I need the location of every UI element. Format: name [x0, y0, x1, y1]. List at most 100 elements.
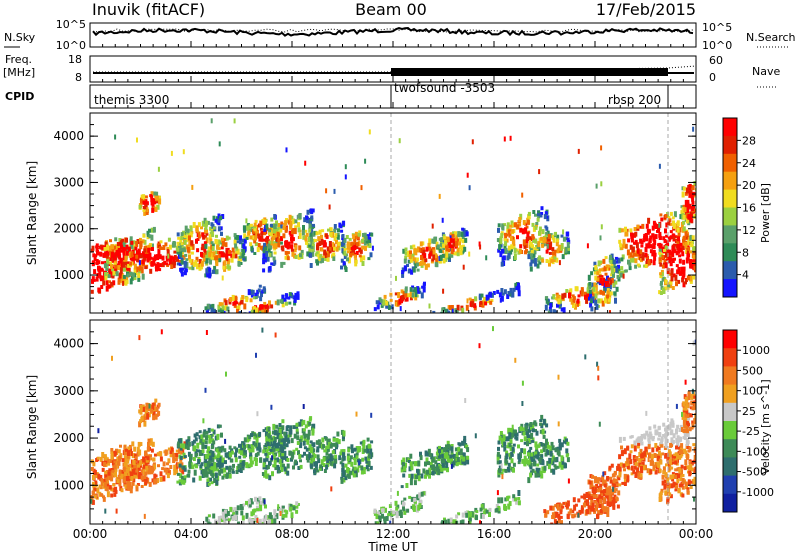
echo-cell [110, 264, 113, 269]
echo-cell [127, 475, 131, 481]
echo-cell [619, 243, 623, 248]
echo-cell [440, 449, 444, 455]
echo-cell [667, 220, 671, 226]
echo-cell [659, 254, 663, 257]
echo-cell [218, 469, 222, 476]
echo-cell [234, 253, 238, 259]
echo-cell [138, 471, 142, 476]
echo-cell [435, 317, 438, 320]
echo-cell [147, 442, 150, 447]
echo-cell [268, 435, 271, 440]
echo-cell [256, 313, 259, 317]
echo-cell [580, 287, 584, 293]
echo-cell [296, 441, 300, 445]
echo-cell [644, 252, 648, 258]
echo-cell [321, 229, 325, 233]
echo-cell [130, 275, 134, 281]
echo-cell [370, 232, 374, 237]
echo-cell [165, 262, 169, 266]
echo-cell [152, 458, 156, 462]
echo-cell [308, 245, 312, 252]
echo-cell [148, 228, 151, 233]
echo-cell [687, 247, 691, 251]
echo-cell [137, 275, 141, 282]
echo-cell [309, 464, 313, 469]
echo-cell [141, 194, 145, 200]
echo-cell [449, 517, 453, 523]
echo-cell [457, 446, 461, 452]
echo-cell [525, 239, 529, 244]
echo-cell [348, 237, 352, 241]
echo-cell [116, 479, 120, 484]
echo-cell [594, 500, 597, 504]
echo-cell [435, 470, 439, 475]
echo-cell [296, 435, 300, 441]
echo-cell [663, 286, 667, 291]
echo-cell [130, 240, 134, 245]
echo-cell [179, 251, 183, 258]
echo-cell [611, 268, 615, 275]
echo-cell [551, 455, 555, 461]
echo-cell [503, 244, 507, 251]
echo-cell [139, 254, 143, 259]
echo-cell [682, 204, 686, 209]
echo-cell [238, 455, 242, 459]
echo-cell [631, 257, 635, 263]
echo-cell [415, 257, 419, 262]
echo-cell [183, 247, 187, 253]
echo-cell [119, 249, 123, 253]
nsky-series-line [92, 26, 694, 37]
echo-cell [202, 257, 206, 262]
echo-cell [255, 434, 259, 441]
echo-cell [364, 158, 367, 164]
echo-cell [280, 429, 284, 434]
echo-cell [429, 529, 432, 535]
echo-cell [227, 518, 231, 522]
echo-cell [342, 471, 346, 478]
echo-cell [609, 291, 613, 296]
echo-cell [212, 440, 216, 445]
echo-cell [446, 444, 450, 449]
echo-cell [265, 448, 269, 455]
echo-cell [254, 442, 257, 447]
echo-cell [615, 483, 619, 487]
echo-cell [170, 264, 174, 269]
echo-cell [241, 520, 245, 524]
echo-cell [144, 471, 148, 476]
echo-cell [416, 468, 419, 473]
echo-cell [194, 449, 198, 454]
echo-cell [571, 294, 575, 298]
echo-cell [549, 302, 553, 308]
echo-cell [420, 473, 424, 479]
echo-cell [606, 506, 610, 512]
echo-cell [355, 251, 359, 255]
echo-cell [266, 239, 270, 245]
echo-cell [310, 209, 314, 214]
echo-cell [210, 230, 214, 237]
echo-cell [447, 314, 450, 317]
echo-cell [279, 224, 283, 229]
echo-cell [672, 238, 676, 242]
echo-cell [591, 289, 595, 295]
echo-cell [542, 447, 546, 453]
echo-cell [189, 225, 193, 229]
echo-cell [151, 198, 155, 202]
echo-cell [603, 483, 607, 488]
echo-cell [389, 292, 393, 297]
echo-cell [172, 256, 176, 263]
echo-cell [557, 513, 561, 519]
echo-cell [420, 255, 423, 260]
echo-cell [242, 249, 246, 256]
echo-cell [245, 462, 249, 469]
echo-cell [525, 225, 529, 229]
freq-panel: Freq. [MHz] 18 8 60 0 Nave [3, 53, 780, 88]
nsky-tick-bottom-left: 10^0 [56, 39, 86, 52]
echo-cell [545, 239, 549, 244]
echo-cell [681, 251, 685, 257]
echo-cell [206, 303, 210, 309]
echo-cell [122, 466, 126, 472]
echo-cell [154, 207, 158, 212]
echo-cell [515, 248, 519, 252]
echo-cell [110, 471, 114, 476]
echo-cell [421, 317, 424, 322]
